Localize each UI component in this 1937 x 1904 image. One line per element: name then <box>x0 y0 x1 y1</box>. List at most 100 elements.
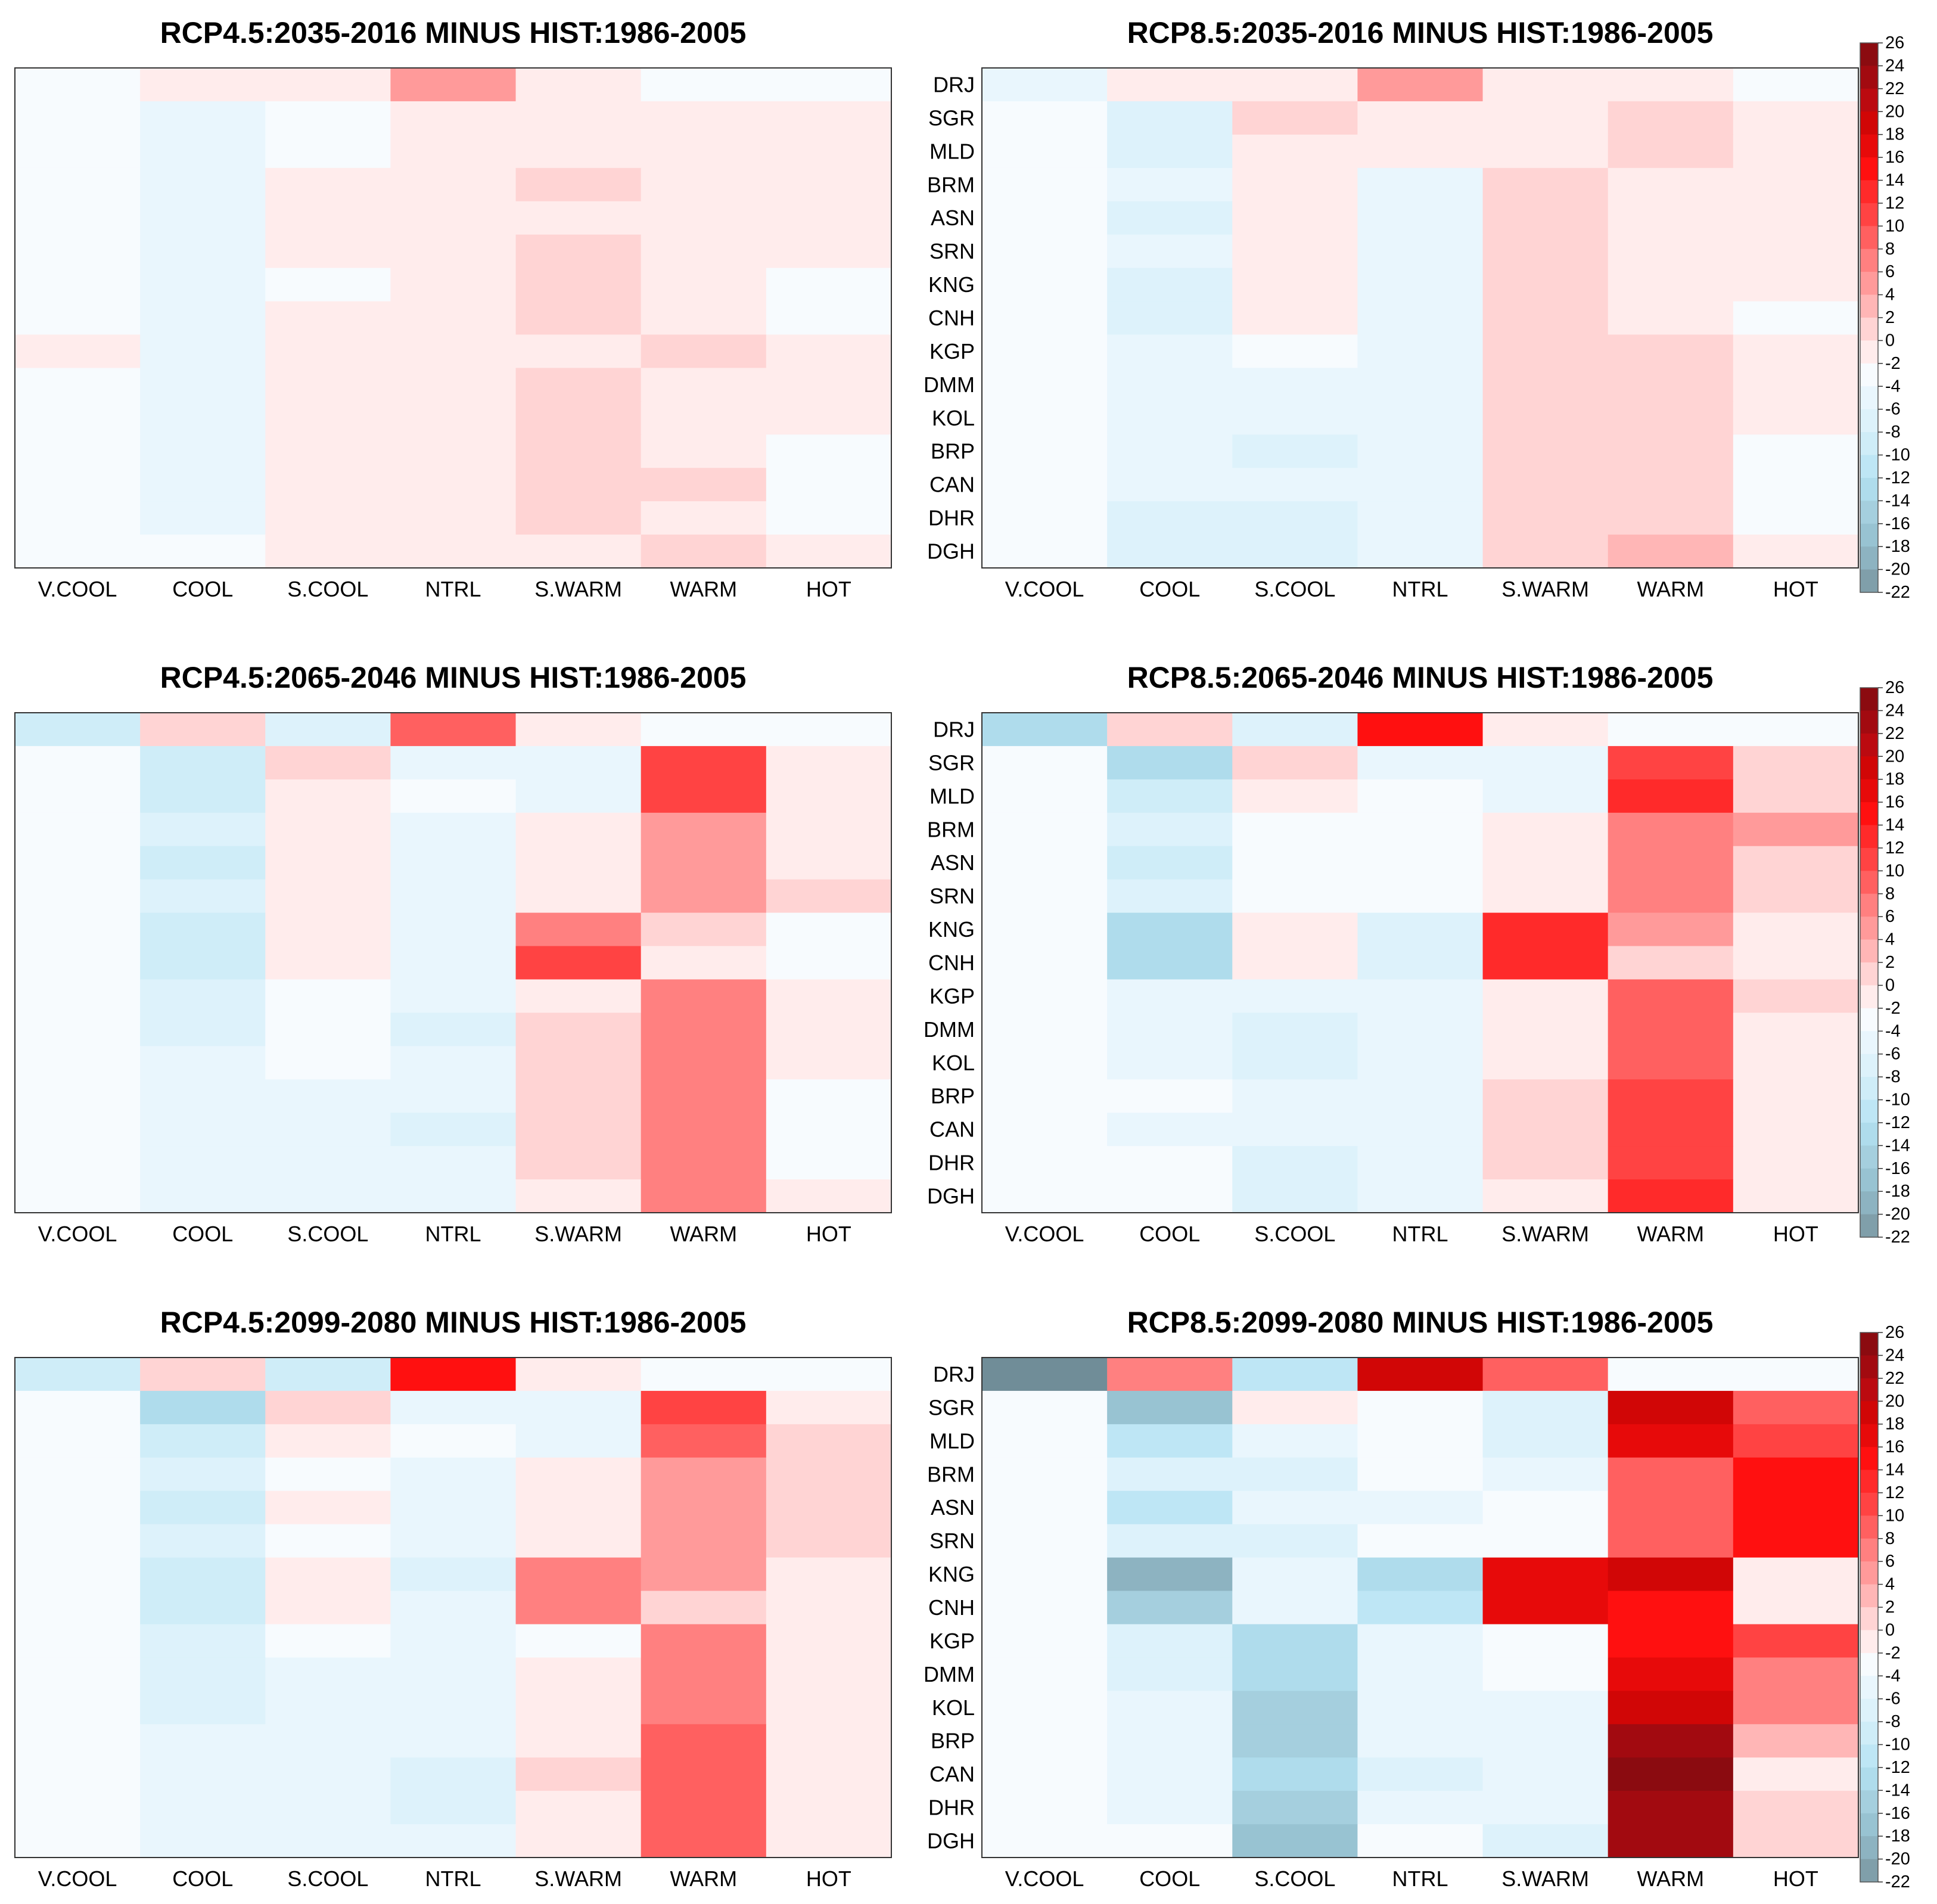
heatmap-cell <box>1107 779 1233 813</box>
heatmap-cell <box>1608 1490 1734 1525</box>
y-tick-label: DGH <box>927 1829 975 1853</box>
heatmap-cell <box>766 68 892 102</box>
y-tick-label: SGR <box>928 105 975 130</box>
heatmap-cell <box>1232 134 1358 169</box>
colorbar-tick-label: 22 <box>1885 724 1904 743</box>
heatmap-cell <box>1482 1657 1609 1691</box>
y-tick-label: BRM <box>927 172 975 197</box>
colorbar-tick-label: -16 <box>1885 1159 1910 1178</box>
heatmap-cell <box>1733 1624 1859 1658</box>
heatmap-cell <box>766 1724 892 1758</box>
panel-title: RCP4.5:2099-2080 MINUS HIST:1986-2005 <box>160 1306 747 1339</box>
colorbar-tick-label: -20 <box>1885 1205 1910 1224</box>
heatmap-cell <box>15 879 141 914</box>
heatmap-cell <box>982 1824 1108 1858</box>
y-tick-label: DGH <box>927 539 975 564</box>
heatmap-cell <box>1482 1524 1609 1558</box>
heatmap-cell <box>982 1657 1108 1691</box>
x-tick-label: COOL <box>1139 1222 1200 1246</box>
heatmap-cell <box>766 946 892 980</box>
heatmap-cell <box>390 1591 517 1625</box>
heatmap-cell <box>1357 1591 1484 1625</box>
heatmap-cell <box>641 1046 767 1080</box>
colorbar-swatch <box>1860 1767 1878 1791</box>
heatmap-cell <box>15 1524 141 1558</box>
heatmap-cell <box>390 334 517 368</box>
colorbar-tick-label: 0 <box>1885 331 1895 350</box>
heatmap-cell <box>982 1691 1108 1725</box>
heatmap-cell <box>390 134 517 169</box>
heatmap-cell <box>390 201 517 235</box>
heatmap-cell <box>982 468 1108 502</box>
heatmap-cell <box>1608 167 1734 202</box>
colorbar-swatch <box>1860 1333 1878 1356</box>
heatmap-cell <box>1357 1358 1484 1391</box>
heatmap-cell <box>982 401 1108 435</box>
heatmap-cell <box>766 1691 892 1725</box>
heatmap-cell <box>1608 301 1734 336</box>
heatmap-cell <box>1608 1757 1734 1791</box>
heatmap-cell <box>265 268 391 302</box>
heatmap-cell <box>1357 1490 1484 1525</box>
heatmap-cell <box>140 979 266 1013</box>
heatmap-cell <box>15 101 141 135</box>
heatmap-cell <box>15 1824 141 1858</box>
heatmap-cell <box>982 1624 1108 1658</box>
heatmap-cell <box>1232 1146 1358 1180</box>
heatmap-cell <box>766 1046 892 1080</box>
heatmap-cell <box>265 946 391 980</box>
y-tick-label: KGP <box>929 1629 975 1653</box>
heatmap-cell <box>982 946 1108 980</box>
plot-frame <box>14 67 892 569</box>
heatmap-cell <box>641 234 767 269</box>
colorbar-tick-label: -2 <box>1885 999 1901 1018</box>
heatmap-cell <box>515 535 642 569</box>
y-tick-label: ASN <box>931 1495 975 1520</box>
heatmap-cell <box>982 1012 1108 1046</box>
heatmap-cell <box>1107 468 1233 502</box>
heatmap-cell <box>1107 1557 1233 1592</box>
heatmap-cell <box>1482 1046 1609 1080</box>
colorbar-swatch <box>1860 1630 1878 1654</box>
heatmap-cell <box>1608 268 1734 302</box>
heatmap-cell <box>390 234 517 269</box>
heatmap-cell <box>1357 713 1484 747</box>
heatmap-cell <box>641 779 767 813</box>
heatmap-cell <box>390 1824 517 1858</box>
y-tick-label: CAN <box>929 1117 975 1142</box>
colorbar-tick-label: 26 <box>1885 678 1904 697</box>
heatmap-cell <box>515 134 642 169</box>
heatmap-cell <box>140 1824 266 1858</box>
heatmap-cell <box>641 334 767 368</box>
heatmap-cell <box>766 201 892 235</box>
colorbar-swatch <box>1860 1355 1878 1379</box>
heatmap-cell <box>390 1146 517 1180</box>
heatmap-cell <box>1232 368 1358 402</box>
heatmap-cell <box>515 234 642 269</box>
heatmap-panel-6: RCP8.5:2099-2080 MINUS HIST:1986-2005 V.C… <box>924 1306 1859 1891</box>
heatmap-cell <box>15 1358 141 1391</box>
x-tick-label: S.WARM <box>1501 1222 1589 1246</box>
heatmap-cell <box>641 879 767 914</box>
heatmap-cell <box>1107 368 1233 402</box>
heatmap-cell <box>1733 368 1859 402</box>
colorbar-tick-label: -20 <box>1885 560 1910 579</box>
heatmap-cell <box>1107 846 1233 880</box>
colorbar-2: 26242220181614121086420-2-4-6-8-10-12-14… <box>1860 678 1910 1247</box>
x-tick-label: S.WARM <box>1501 577 1589 601</box>
heatmap-cell <box>265 979 391 1013</box>
colorbar-swatch <box>1860 962 1878 986</box>
heatmap-cell <box>140 1390 266 1425</box>
colorbar-tick-label: 0 <box>1885 976 1895 995</box>
heatmap-cell <box>265 1390 391 1425</box>
heatmap-cell <box>1733 68 1859 102</box>
y-tick-label: KGP <box>929 339 975 364</box>
heatmap-cell <box>390 746 517 780</box>
colorbar-swatch <box>1860 272 1878 296</box>
colorbar-swatch <box>1860 1168 1878 1192</box>
heatmap-cell <box>1107 1358 1233 1391</box>
heatmap-cell <box>1482 1146 1609 1180</box>
heatmap-cell <box>265 713 391 747</box>
plot-frame <box>981 67 1859 569</box>
heatmap-cell <box>766 779 892 813</box>
